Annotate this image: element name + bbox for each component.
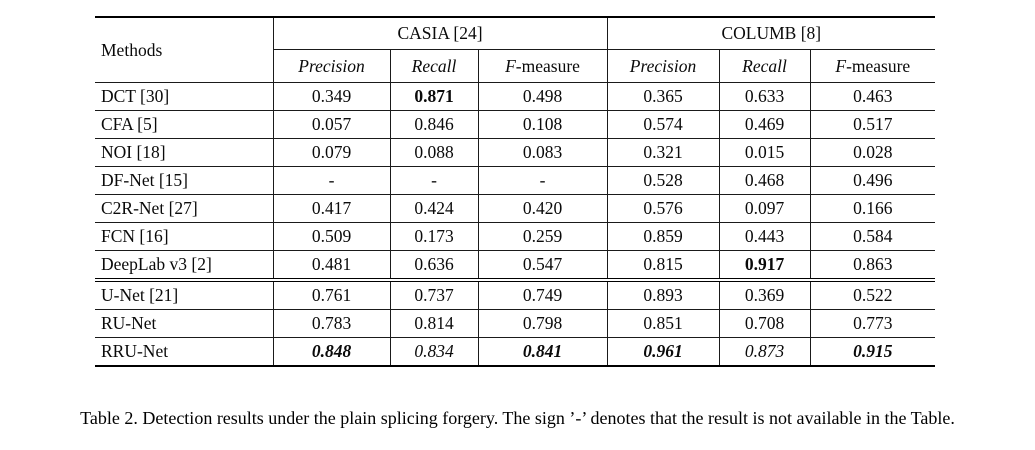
- metric-value: -: [272, 166, 391, 195]
- metric-value: 0.528: [606, 166, 720, 195]
- table-row: RU-Net 0.783 0.814 0.798 0.851 0.708 0.773: [95, 309, 936, 338]
- metric-value: 0.028: [809, 138, 936, 167]
- method-name: U-Net [21]: [95, 278, 274, 310]
- metric-value: 0.079: [272, 138, 391, 167]
- metric-value: 0.369: [718, 278, 811, 310]
- table-row: DF-Net [15] - - -0.528 0.468 0.496: [95, 166, 936, 195]
- metric-value: 0.015: [718, 138, 811, 167]
- metric-value: 0.166: [809, 194, 936, 223]
- metric-value: 0.517: [809, 110, 936, 139]
- method-name: DF-Net [15]: [95, 166, 274, 195]
- metric-value: 0.915: [809, 337, 936, 367]
- metric-value: 0.633: [718, 82, 811, 111]
- metric-value: 0.509: [272, 222, 391, 251]
- method-name: DCT [30]: [95, 82, 274, 111]
- metric-value: -: [477, 166, 608, 195]
- metric-value: 0.841: [477, 337, 608, 367]
- metric-value: 0.108: [477, 110, 608, 139]
- metric-value: 0.815: [606, 250, 720, 281]
- metric-value: 0.851: [606, 309, 720, 338]
- metric-value: 0.834: [389, 337, 479, 367]
- sub-header-fmeasure: F-measure: [477, 49, 608, 83]
- metric-value: 0.496: [809, 166, 936, 195]
- metric-value: 0.420: [477, 194, 608, 223]
- metric-value: 0.088: [389, 138, 479, 167]
- metric-value: 0.097: [718, 194, 811, 223]
- sub-header-recall: Recall: [718, 49, 811, 83]
- metric-value: 0.468: [718, 166, 811, 195]
- method-name: RRU-Net: [95, 337, 274, 367]
- metric-value: 0.859: [606, 222, 720, 251]
- sub-header-precision: Precision: [273, 49, 391, 83]
- method-name: DeepLab v3 [2]: [95, 250, 274, 281]
- method-name: RU-Net: [95, 309, 274, 338]
- metric-value: 0.349: [272, 82, 391, 111]
- table-row: U-Net [21] 0.761 0.737 0.749 0.893 0.369 0.522: [95, 278, 936, 310]
- metric-value: 0.961: [606, 337, 720, 367]
- metric-value: 0.083: [477, 138, 608, 167]
- metric-value: 0.057: [272, 110, 391, 139]
- results-table-container: Methods CASIA [24] COLUMB [8] Precision …: [95, 16, 936, 367]
- metric-value: 0.636: [389, 250, 479, 281]
- group-header-row: Methods CASIA [24] COLUMB [8]: [95, 16, 936, 83]
- metric-value: 0.321: [606, 138, 720, 167]
- metric-value: 0.547: [477, 250, 608, 281]
- metric-value: 0.498: [477, 82, 608, 111]
- method-name: FCN [16]: [95, 222, 274, 251]
- table-row: C2R-Net [27] 0.417 0.424 0.420 0.576 0.097 0.1…: [95, 194, 936, 223]
- metric-value: 0.584: [809, 222, 936, 251]
- metric-value: 0.871: [389, 82, 479, 111]
- sub-header-precision: Precision: [606, 49, 720, 83]
- metric-value: 0.708: [718, 309, 811, 338]
- metric-value: 0.773: [809, 309, 936, 338]
- metric-value: 0.481: [272, 250, 391, 281]
- metric-value: 0.365: [606, 82, 720, 111]
- metric-value: 0.463: [809, 82, 936, 111]
- metric-value: 0.798: [477, 309, 608, 338]
- results-table: Methods CASIA [24] COLUMB [8] Precision …: [95, 16, 936, 367]
- table-row: CFA [5] 0.057 0.846 0.108 0.574 0.469 0.517: [95, 110, 936, 139]
- table-row: NOI [18] 0.079 0.088 0.083 0.321 0.015 0.028: [95, 138, 936, 167]
- sub-header-fmeasure: F-measure: [809, 49, 936, 83]
- metric-value: 0.873: [718, 337, 811, 367]
- metric-value: 0.173: [389, 222, 479, 251]
- table-row: RRU-Net 0.848 0.834 0.841 0.961 0.873 0.915: [95, 337, 936, 367]
- metric-value: 0.863: [809, 250, 936, 281]
- metric-value: 0.417: [272, 194, 391, 223]
- metric-value: 0.522: [809, 278, 936, 310]
- metric-value: -: [389, 166, 479, 195]
- metric-value: 0.893: [606, 278, 720, 310]
- table-row: DCT [30] 0.349 0.871 0.498 0.365 0.633 0.463: [95, 82, 936, 111]
- casia-group-header: CASIA [24]: [272, 16, 608, 50]
- table-row: DeepLab v3 [2] 0.481 0.636 0.547 0.815 0.917 0…: [95, 250, 936, 281]
- table-row: FCN [16] 0.509 0.173 0.259 0.859 0.443 0.584: [95, 222, 936, 251]
- metric-value: 0.443: [718, 222, 811, 251]
- methods-column-header: Methods: [95, 16, 274, 83]
- method-name: C2R-Net [27]: [95, 194, 274, 223]
- table-body: DCT [30] 0.349 0.871 0.498 0.365 0.633 0.463 CF…: [95, 82, 936, 367]
- metric-value: 0.749: [477, 278, 608, 310]
- metric-value: 0.576: [606, 194, 720, 223]
- metric-value: 0.783: [272, 309, 391, 338]
- metric-value: 0.737: [389, 278, 479, 310]
- metric-value: 0.469: [718, 110, 811, 139]
- metric-value: 0.574: [606, 110, 720, 139]
- metric-value: 0.848: [272, 337, 391, 367]
- columb-group-header: COLUMB [8]: [606, 16, 936, 50]
- metric-value: 0.814: [389, 309, 479, 338]
- metric-value: 0.761: [272, 278, 391, 310]
- metric-value: 0.259: [477, 222, 608, 251]
- metric-value: 0.846: [389, 110, 479, 139]
- metric-value: 0.424: [389, 194, 479, 223]
- sub-header-recall: Recall: [389, 49, 479, 83]
- method-name: CFA [5]: [95, 110, 274, 139]
- table-caption: Table 2. Detection results under the pla…: [80, 408, 955, 428]
- method-name: NOI [18]: [95, 138, 274, 167]
- metric-value: 0.917: [718, 250, 811, 281]
